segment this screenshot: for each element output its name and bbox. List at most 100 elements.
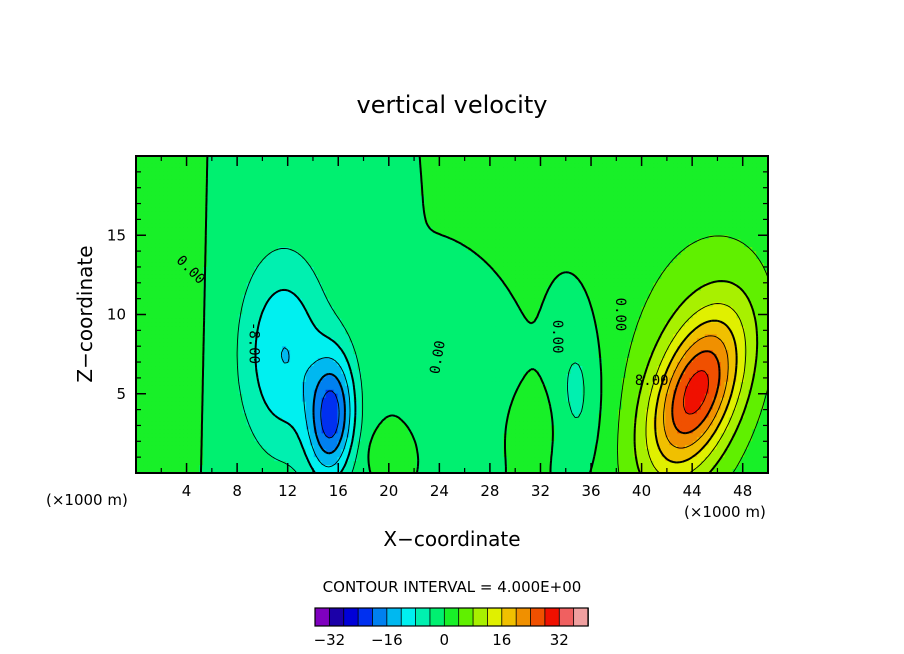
contour-cell bbox=[396, 255, 402, 260]
contour-cell bbox=[590, 235, 595, 240]
contour-cell bbox=[167, 211, 173, 217]
contour-cell bbox=[357, 219, 362, 224]
contour-cell bbox=[266, 203, 271, 209]
contour-cell bbox=[657, 187, 662, 193]
contour-cell bbox=[574, 219, 579, 224]
contour-cell bbox=[341, 183, 346, 189]
contour-cell bbox=[594, 191, 599, 197]
contour-cell bbox=[373, 175, 378, 181]
contour-cell bbox=[708, 215, 714, 220]
contour-cell bbox=[523, 223, 528, 228]
contour-cell bbox=[574, 227, 579, 232]
contour-cell bbox=[471, 203, 477, 209]
contour-cell bbox=[305, 259, 311, 264]
contour-cell bbox=[653, 255, 658, 260]
contour-cell bbox=[495, 223, 500, 228]
contour-cell bbox=[408, 266, 414, 272]
contour-cell bbox=[527, 179, 532, 185]
contour-cell bbox=[136, 163, 141, 169]
contour-cell bbox=[487, 175, 493, 181]
contour-cell bbox=[412, 223, 418, 228]
contour-cell bbox=[681, 191, 686, 197]
contour-cell bbox=[507, 247, 512, 252]
contour-cell bbox=[345, 223, 350, 228]
contour-cell bbox=[187, 163, 192, 169]
contour-cell bbox=[321, 235, 327, 240]
contour-cell bbox=[562, 183, 568, 189]
contour-cell bbox=[696, 167, 702, 173]
contour-cell bbox=[637, 235, 643, 240]
contour-cell bbox=[657, 270, 662, 276]
contour-cell bbox=[290, 227, 295, 232]
contour-cell bbox=[333, 227, 339, 232]
contour-cell bbox=[412, 231, 418, 236]
contour-cell bbox=[475, 159, 481, 165]
contour-cell bbox=[246, 203, 252, 209]
contour-cell bbox=[503, 243, 508, 248]
contour-cell bbox=[578, 199, 583, 205]
contour-cell bbox=[305, 227, 311, 232]
contour-cell bbox=[732, 251, 737, 256]
contour-cell bbox=[637, 159, 643, 165]
contour-cell bbox=[677, 199, 682, 205]
contour-cell bbox=[696, 259, 702, 264]
contour-cell bbox=[527, 247, 532, 252]
contour-cell bbox=[649, 223, 655, 228]
contour-cell bbox=[598, 171, 603, 177]
contour-cell bbox=[349, 219, 354, 224]
contour-cell bbox=[179, 159, 184, 165]
contour-cell bbox=[250, 171, 256, 177]
contour-cell bbox=[440, 235, 445, 240]
contour-cell bbox=[716, 259, 722, 264]
contour-cell bbox=[669, 199, 674, 205]
contour-cell bbox=[365, 159, 370, 165]
contour-cell bbox=[538, 171, 544, 177]
contour-cell bbox=[444, 163, 449, 169]
contour-cell bbox=[645, 159, 651, 165]
contour-cell bbox=[424, 207, 429, 213]
contour-cell bbox=[432, 183, 437, 189]
contour-cell bbox=[199, 175, 204, 181]
contour-cell bbox=[139, 191, 145, 197]
contour-cell bbox=[380, 231, 386, 236]
contour-cell bbox=[479, 187, 485, 193]
contour-cell bbox=[708, 266, 714, 272]
contour-cell bbox=[234, 187, 240, 193]
contour-cell bbox=[657, 231, 662, 236]
contour-cell bbox=[602, 274, 607, 280]
contour-cell bbox=[183, 227, 188, 232]
contour-cell bbox=[266, 187, 271, 193]
contour-cell bbox=[136, 278, 141, 284]
contour-cell bbox=[313, 235, 319, 240]
contour-cell bbox=[736, 175, 741, 181]
contour-cell bbox=[250, 255, 256, 260]
contour-cell bbox=[187, 259, 192, 264]
contour-cell bbox=[558, 227, 564, 232]
contour-cell bbox=[199, 259, 204, 264]
contour-cell bbox=[230, 159, 236, 165]
contour-cell bbox=[463, 187, 469, 193]
contour-cell bbox=[696, 171, 702, 177]
contour-cell bbox=[507, 274, 512, 280]
contour-cell bbox=[455, 255, 461, 260]
contour-cell bbox=[187, 211, 192, 217]
contour-cell bbox=[507, 262, 512, 268]
contour-cell bbox=[523, 266, 528, 272]
contour-cell bbox=[147, 187, 153, 193]
contour-cell bbox=[266, 163, 271, 169]
contour-cell bbox=[136, 195, 141, 201]
contour-cell bbox=[384, 259, 390, 264]
contour-cell bbox=[266, 251, 271, 256]
contour-cell bbox=[309, 231, 315, 236]
contour-cell bbox=[195, 163, 200, 169]
contour-cell bbox=[258, 163, 263, 169]
contour-cell bbox=[278, 231, 283, 236]
contour-cell bbox=[329, 163, 335, 169]
contour-cell bbox=[333, 167, 339, 173]
contour-cell bbox=[179, 163, 184, 169]
contour-cell bbox=[428, 167, 433, 173]
contour-cell bbox=[708, 159, 714, 165]
contour-cell bbox=[199, 278, 204, 284]
contour-cell bbox=[313, 215, 319, 220]
contour-cell bbox=[546, 187, 552, 193]
